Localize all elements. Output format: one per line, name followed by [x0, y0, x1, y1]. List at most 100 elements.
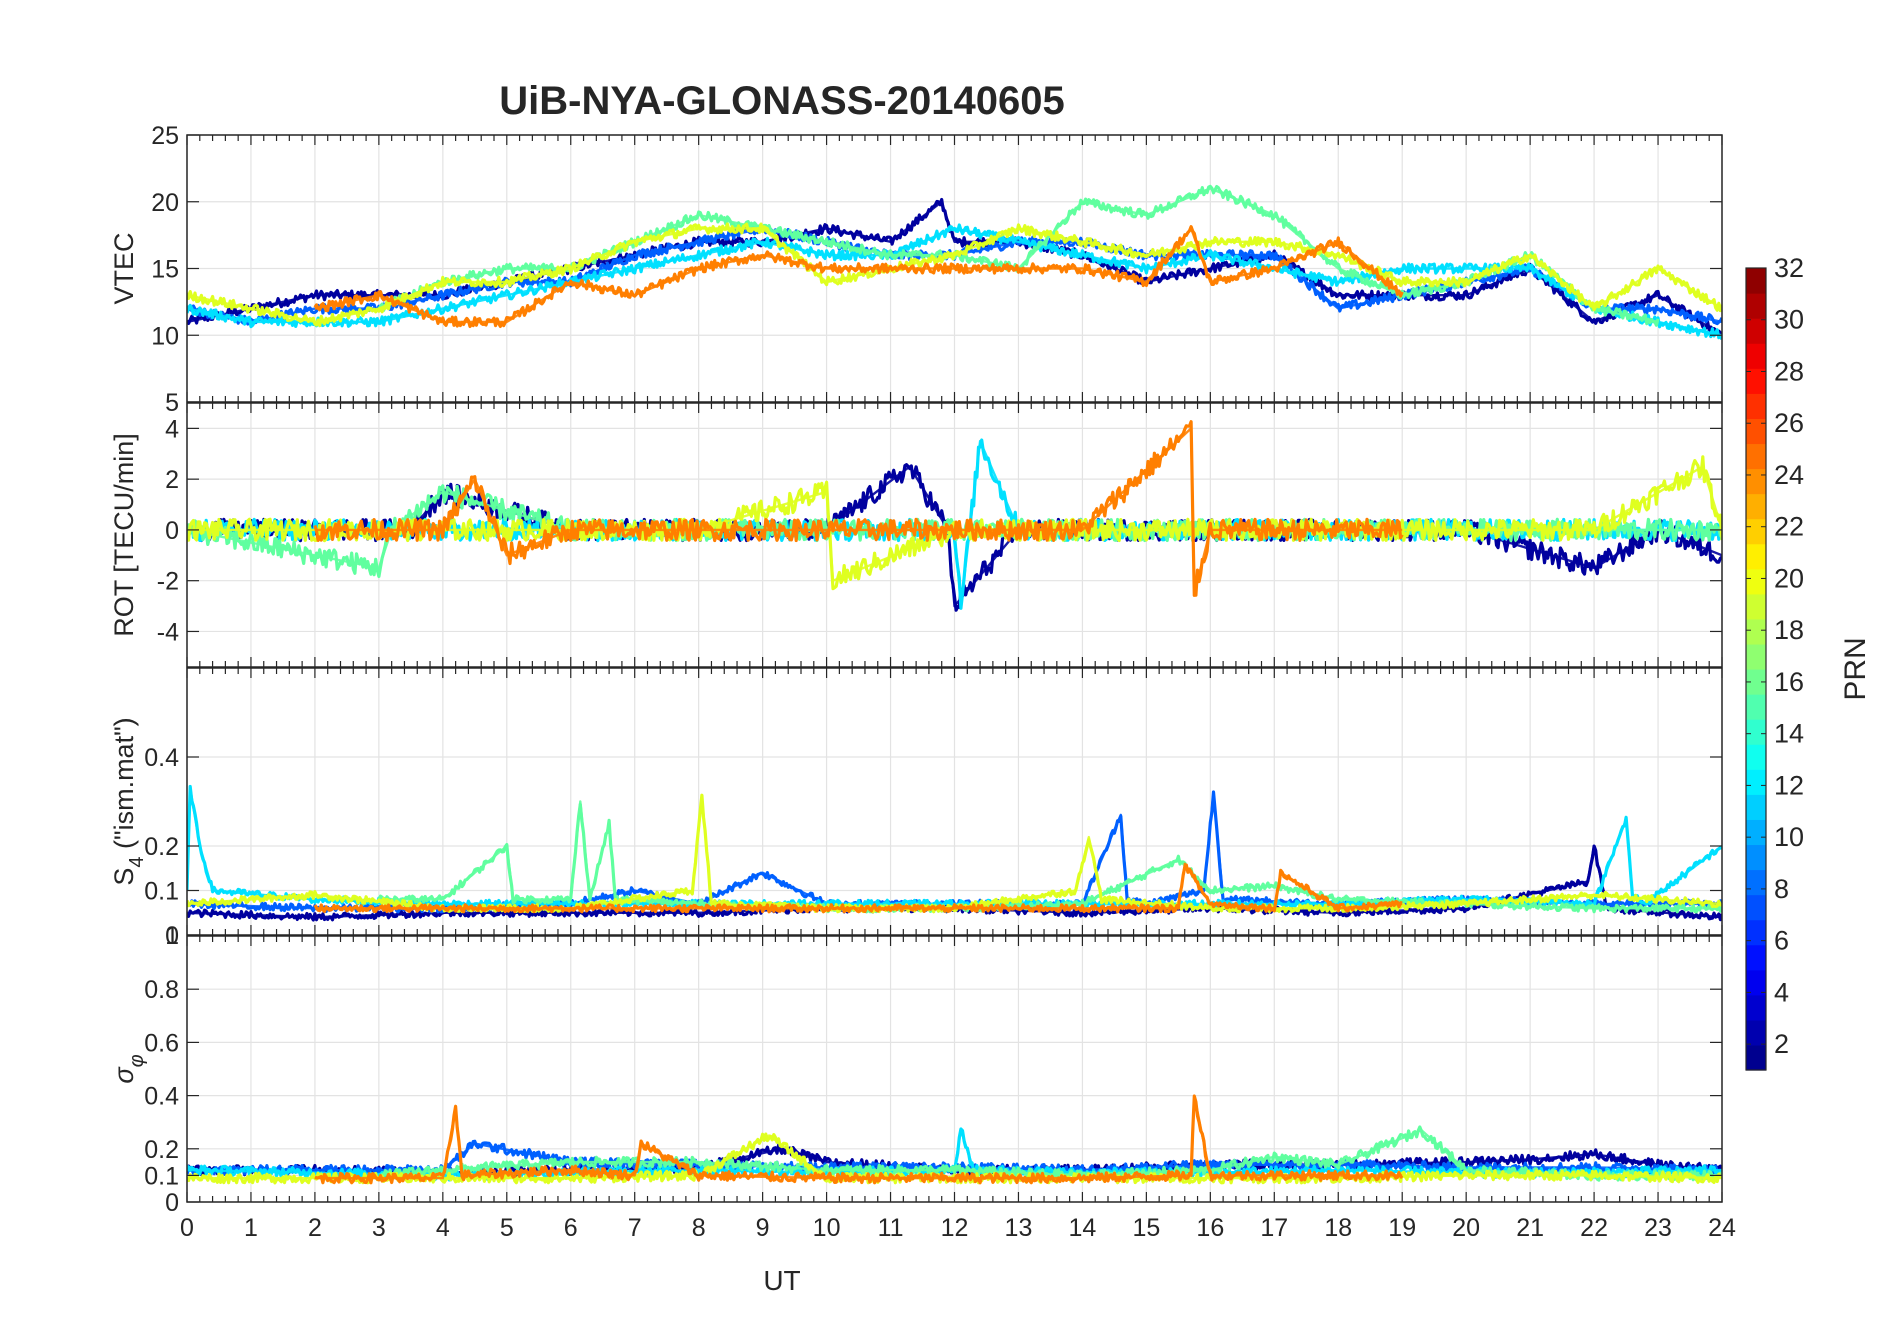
- colorbar-tick-label: 24: [1774, 460, 1804, 490]
- x-tick-label: 6: [564, 1214, 578, 1242]
- y-tick-label: 0.2: [144, 833, 179, 861]
- colorbar-tick-label: 8: [1774, 874, 1789, 904]
- y-tick-label: 0.2: [144, 1136, 179, 1164]
- panel-4: 00.10.2 0.4 0.6 0.8 σφ: [109, 935, 1723, 1217]
- x-tick-label: 3: [372, 1214, 386, 1242]
- colorbar-segment: [1746, 443, 1766, 470]
- data-trend: [314, 1094, 1403, 1180]
- colorbar-tick-label: 30: [1774, 305, 1804, 335]
- colorbar-segment: [1746, 994, 1766, 1021]
- colorbar-segment: [1746, 719, 1766, 745]
- colorbar-segment: [1746, 919, 1766, 946]
- y-axis-label: ROT [TECU/min]: [109, 433, 139, 637]
- y-tick-label: 0.4: [144, 744, 179, 772]
- colorbar-tick-label: 10: [1774, 822, 1804, 852]
- colorbar-segment: [1746, 618, 1766, 645]
- data-trend: [314, 427, 1403, 595]
- colorbar-segment: [1746, 869, 1766, 896]
- colorbar-segment: [1746, 1044, 1766, 1071]
- y-tick-label: 25: [151, 122, 179, 150]
- x-tick-label: 17: [1260, 1214, 1288, 1242]
- colorbar-tick-label: 26: [1774, 408, 1804, 438]
- colorbar-segment: [1746, 694, 1766, 720]
- y-tick-label-overlap: 1: [165, 922, 179, 950]
- series-group: [187, 184, 1722, 340]
- x-tick-label: 14: [1069, 1214, 1097, 1242]
- colorbar-segment: [1746, 393, 1766, 419]
- colorbar-tick-label: 16: [1774, 667, 1804, 697]
- colorbar-segment: [1746, 769, 1766, 795]
- data-trend: [187, 844, 1722, 919]
- colorbar-segment: [1746, 368, 1766, 394]
- y-tick-label: 0.4: [144, 1083, 179, 1111]
- colorbar-segment: [1746, 418, 1766, 445]
- x-tick-label: 0: [180, 1214, 194, 1242]
- y-axis-label: σφ: [109, 1054, 148, 1083]
- data-trend: [378, 1129, 1722, 1177]
- x-tick-label: 21: [1516, 1214, 1544, 1242]
- colorbar-tick-label: 18: [1774, 615, 1804, 645]
- x-tick-label: 1: [244, 1214, 258, 1242]
- colorbar-segment: [1746, 593, 1766, 620]
- colorbar-box: [1745, 267, 1767, 1071]
- y-tick-label: 0.8: [144, 976, 179, 1004]
- colorbar-segment: [1746, 643, 1766, 670]
- x-tick-label: 12: [941, 1214, 969, 1242]
- y-tick-label: 2: [165, 466, 179, 494]
- colorbar-tick-label: 4: [1774, 977, 1789, 1007]
- colorbar-tick-label: 32: [1774, 253, 1804, 283]
- colorbar-tick-label: 20: [1774, 563, 1804, 593]
- x-tick-label: 9: [756, 1214, 770, 1242]
- data-trend: [187, 227, 1722, 337]
- colorbar-segment: [1746, 894, 1766, 921]
- y-tick-label: 0: [165, 1189, 179, 1217]
- data-trend: [314, 862, 1403, 910]
- panel-1: 5 10 15 20 25 VTEC: [109, 122, 1723, 417]
- x-tick-label: 8: [692, 1214, 706, 1242]
- colorbar-segment: [1746, 293, 1766, 319]
- x-tick-labels: 0 1 2 3 4 5 6 7 8 9 10 11 12 13 14 15 16 17 18 19 20 21 22 23 24: [180, 1214, 1736, 1242]
- colorbar-segment: [1746, 268, 1766, 294]
- data-line: [187, 222, 1722, 328]
- y-tick-label: -4: [157, 618, 179, 646]
- x-tick-label: 7: [628, 1214, 642, 1242]
- y-axis-label: S4 ("ism.mat"): [109, 717, 148, 885]
- x-tick-label: 11: [878, 1214, 904, 1242]
- panel-2: -4 -2 0 2 4 ROT [TECU/min]: [109, 402, 1723, 668]
- colorbar-segment: [1746, 468, 1766, 495]
- chart-title: UiB-NYA-GLONASS-20140605: [499, 79, 1064, 123]
- y-tick-label: 5: [165, 389, 179, 417]
- y-tick-label: 0.1: [144, 878, 179, 906]
- x-tick-label: 24: [1708, 1214, 1736, 1242]
- x-tick-label: 22: [1580, 1214, 1608, 1242]
- data-trend: [187, 227, 1722, 324]
- data-trend: [314, 227, 1403, 324]
- colorbar-tick-label: 6: [1774, 926, 1789, 956]
- colorbar-segment: [1746, 944, 1766, 971]
- colorbar-segment: [1746, 568, 1766, 595]
- x-tick-label: 13: [1005, 1214, 1033, 1242]
- colorbar-label: PRN: [1839, 637, 1872, 700]
- y-tick-label: 4: [165, 415, 179, 443]
- colorbar-segment: [1746, 669, 1766, 695]
- y-tick-label: 0: [165, 517, 179, 545]
- data-line: [187, 1132, 1722, 1185]
- y-tick-label: 10: [151, 322, 179, 350]
- x-tick-label: 16: [1196, 1214, 1224, 1242]
- y-tick-label: 0: [165, 922, 179, 950]
- colorbar-segment: [1746, 493, 1766, 520]
- colorbar-tick-label: 14: [1774, 719, 1804, 749]
- x-tick-label: 20: [1452, 1214, 1480, 1242]
- y-tick-label: 15: [151, 256, 179, 284]
- colorbar-segment: [1746, 744, 1766, 770]
- colorbar-segment: [1746, 518, 1766, 545]
- y-tick-label: 0.1: [144, 1162, 179, 1190]
- x-tick-label: 5: [500, 1214, 514, 1242]
- colorbar-tick-label: 28: [1774, 356, 1804, 386]
- colorbar-tick-label: 12: [1774, 770, 1804, 800]
- data-line: [313, 420, 1404, 597]
- x-tick-label: 15: [1132, 1214, 1160, 1242]
